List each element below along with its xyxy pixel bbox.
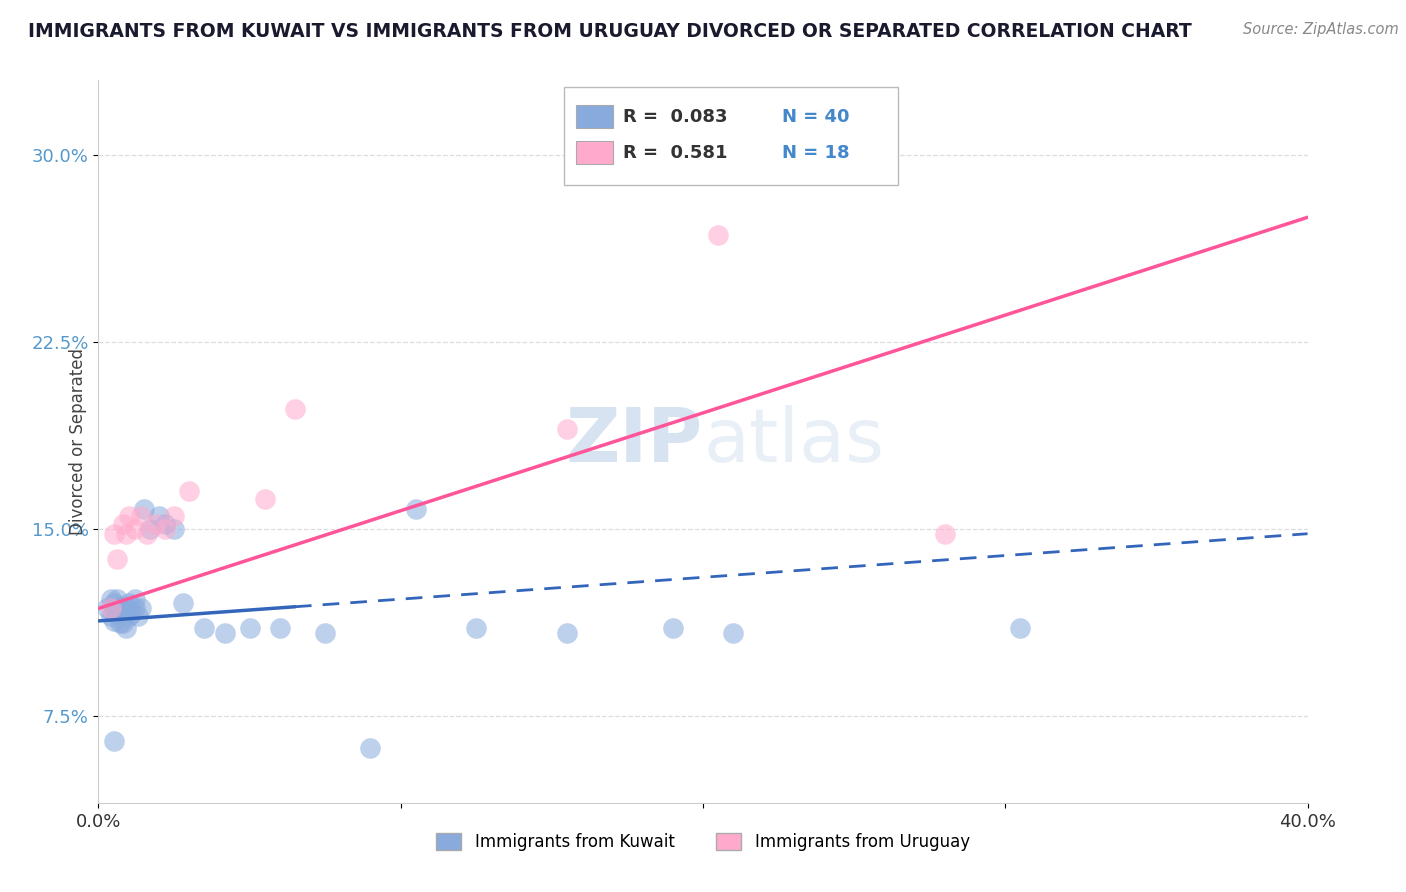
Point xyxy=(124,591,146,606)
Text: N = 18: N = 18 xyxy=(782,144,849,161)
Bar xyxy=(576,141,613,164)
Point xyxy=(129,509,152,524)
Point xyxy=(96,601,118,615)
Point xyxy=(124,522,146,536)
Point xyxy=(111,599,134,613)
Point xyxy=(108,616,131,631)
Point xyxy=(121,607,143,621)
Point xyxy=(105,551,128,566)
Point xyxy=(105,607,128,621)
Point xyxy=(555,422,578,436)
Legend: Immigrants from Kuwait, Immigrants from Uruguay: Immigrants from Kuwait, Immigrants from … xyxy=(427,825,979,860)
Point xyxy=(103,614,125,628)
Point xyxy=(214,626,236,640)
Point xyxy=(100,601,122,615)
Point xyxy=(145,516,167,531)
Text: ZIP: ZIP xyxy=(565,405,703,478)
Point xyxy=(118,609,141,624)
Point xyxy=(100,591,122,606)
Y-axis label: Divorced or Separated: Divorced or Separated xyxy=(69,348,87,535)
Point xyxy=(105,591,128,606)
FancyBboxPatch shape xyxy=(564,87,898,185)
Point xyxy=(118,597,141,611)
Text: R =  0.581: R = 0.581 xyxy=(623,144,728,161)
Text: R =  0.083: R = 0.083 xyxy=(623,108,728,126)
Text: Source: ZipAtlas.com: Source: ZipAtlas.com xyxy=(1243,22,1399,37)
Point xyxy=(129,601,152,615)
Point xyxy=(103,526,125,541)
Point xyxy=(114,621,136,635)
Point xyxy=(163,522,186,536)
Bar xyxy=(576,105,613,128)
Point xyxy=(163,509,186,524)
Point xyxy=(103,733,125,747)
Text: atlas: atlas xyxy=(703,405,884,478)
Point xyxy=(114,526,136,541)
Point xyxy=(124,601,146,615)
Text: IMMIGRANTS FROM KUWAIT VS IMMIGRANTS FROM URUGUAY DIVORCED OR SEPARATED CORRELAT: IMMIGRANTS FROM KUWAIT VS IMMIGRANTS FRO… xyxy=(28,22,1192,41)
Point xyxy=(555,626,578,640)
Point xyxy=(100,609,122,624)
Point xyxy=(172,597,194,611)
Point xyxy=(934,526,956,541)
Point xyxy=(661,621,683,635)
Point xyxy=(153,516,176,531)
Point xyxy=(179,484,201,499)
Point xyxy=(360,741,382,756)
Point xyxy=(103,601,125,615)
Point xyxy=(1010,621,1032,635)
Point xyxy=(114,601,136,615)
Point xyxy=(239,621,262,635)
Point xyxy=(108,601,131,615)
Point xyxy=(465,621,488,635)
Point xyxy=(253,491,276,506)
Point xyxy=(111,516,134,531)
Point xyxy=(284,402,307,417)
Point xyxy=(153,522,176,536)
Point xyxy=(139,522,162,536)
Point xyxy=(723,626,745,640)
Point xyxy=(135,526,157,541)
Point xyxy=(405,501,427,516)
Point xyxy=(314,626,336,640)
Point xyxy=(103,597,125,611)
Point xyxy=(132,501,155,516)
Point xyxy=(118,509,141,524)
Point xyxy=(193,621,215,635)
Point xyxy=(707,227,730,242)
Point xyxy=(269,621,291,635)
Point xyxy=(127,609,149,624)
Point xyxy=(148,509,170,524)
Text: N = 40: N = 40 xyxy=(782,108,849,126)
Point xyxy=(111,616,134,631)
